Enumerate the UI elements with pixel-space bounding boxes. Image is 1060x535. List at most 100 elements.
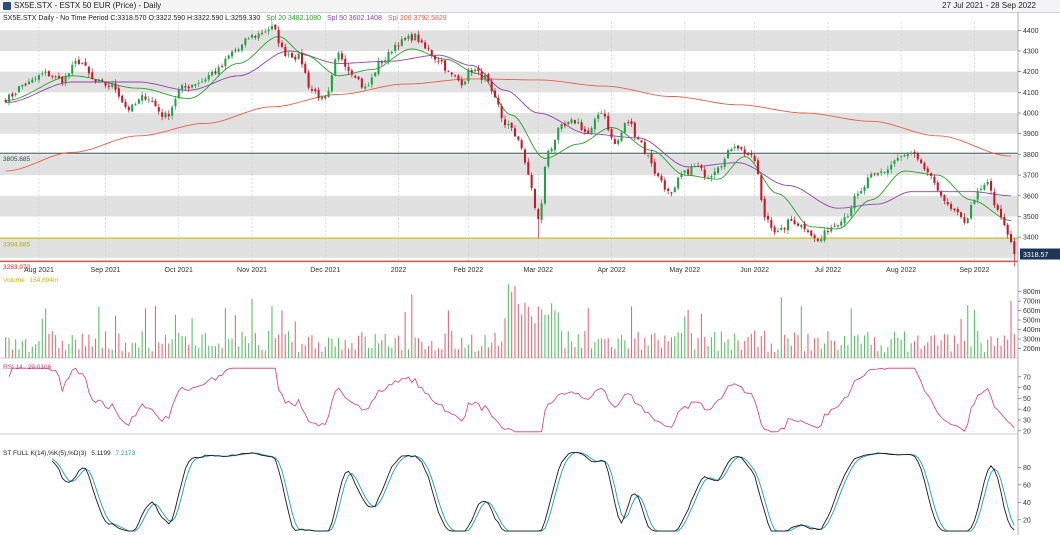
candle-body — [886, 169, 889, 174]
candle-body — [623, 123, 626, 133]
candle-body — [933, 176, 936, 184]
candle — [174, 95, 177, 110]
candle-body — [530, 174, 533, 188]
candle-body — [903, 155, 906, 157]
candle — [883, 171, 886, 175]
candle — [294, 54, 297, 63]
candle — [916, 151, 919, 162]
candle — [484, 72, 487, 83]
candle — [806, 228, 809, 234]
candle — [753, 153, 756, 164]
candle-body — [510, 122, 513, 128]
candle-body — [690, 166, 693, 176]
candle — [727, 148, 730, 159]
candle-body — [713, 171, 716, 176]
candle-body — [513, 128, 517, 137]
candle — [114, 79, 117, 93]
candle-body — [816, 239, 819, 241]
candle-body — [956, 209, 959, 213]
candle-body — [460, 79, 463, 86]
reference-line-label: 3805.685 — [3, 156, 30, 163]
candle-body — [730, 149, 733, 152]
candle — [71, 61, 74, 76]
window-title: SX5E.STX - ESTX 50 EUR (Price) - Daily — [14, 1, 162, 10]
candle-body — [427, 48, 430, 50]
candle-body — [101, 79, 104, 81]
candle-body — [454, 75, 457, 77]
candle-body — [547, 150, 550, 167]
candle — [330, 72, 333, 94]
price-gridlines — [38, 22, 975, 262]
candle — [770, 217, 773, 232]
candle-body — [673, 187, 676, 193]
candle — [803, 221, 806, 232]
candle-body — [627, 122, 630, 124]
candle — [843, 213, 846, 227]
candle-body — [474, 69, 477, 72]
price-horizontal-lines: 3805.685 3394.685 3283.970 — [0, 152, 1018, 271]
candle — [374, 71, 377, 78]
candle — [693, 163, 696, 168]
candle-body — [267, 29, 270, 32]
candle-body — [164, 113, 167, 118]
candle — [523, 147, 527, 165]
candle-body — [633, 122, 636, 137]
y-tick-label: 3900 — [1023, 131, 1039, 138]
candle-body — [184, 86, 187, 88]
candle-body — [254, 36, 257, 38]
candle-body — [630, 121, 633, 124]
candle — [956, 206, 959, 216]
candle-body — [270, 26, 274, 30]
candle-body — [943, 195, 946, 202]
candle — [836, 224, 839, 229]
candle-body — [117, 88, 120, 97]
candle-body — [327, 90, 330, 98]
candle — [993, 188, 996, 209]
sma20-legend: Spl 20 3482.1080 — [266, 15, 321, 22]
candle-body — [540, 203, 543, 220]
moving-averages — [5, 36, 1012, 230]
volume-tick-label: 300m — [1023, 337, 1041, 344]
candle — [690, 163, 693, 176]
candle-body — [573, 120, 576, 124]
candle — [117, 85, 120, 100]
price-axis: 3400 3500 3600 3700 3800 3900 4000 4100 4200 4300… — [1017, 12, 1060, 535]
candle — [863, 184, 866, 195]
candle — [886, 165, 889, 177]
candle — [667, 187, 670, 195]
candle-body — [583, 128, 586, 132]
rsi-legend-value: 29.0106 — [28, 364, 52, 371]
candle — [763, 195, 766, 221]
candle-body — [374, 72, 377, 77]
candle-body — [107, 85, 110, 87]
candle-body — [497, 98, 500, 105]
ohlc-legend: SX5E.STX Daily - No Time Period C:3318.5… — [3, 15, 447, 22]
candle — [580, 119, 583, 131]
candle-body — [883, 172, 886, 173]
candle-body — [966, 218, 969, 224]
candle-body — [367, 85, 370, 87]
candle — [147, 95, 150, 104]
candle-body — [240, 44, 244, 51]
stochastic-pane: 20 40 60 80 — [51, 452, 1031, 532]
candle — [327, 87, 330, 98]
candle — [101, 78, 104, 82]
x-tick-label: Oct 2021 — [165, 267, 194, 274]
candle-body — [141, 95, 144, 101]
candle — [776, 228, 780, 233]
candle — [880, 168, 883, 177]
candle-body — [727, 150, 730, 159]
candle — [384, 56, 387, 64]
rsi-pane: 20 30 40 50 60 70 — [0, 367, 1031, 435]
candle — [377, 57, 380, 77]
candle — [680, 171, 683, 180]
candle — [27, 78, 30, 86]
candle — [813, 233, 816, 242]
candle — [104, 81, 107, 89]
candle — [940, 189, 943, 199]
candle — [953, 208, 956, 213]
candle-body — [610, 129, 613, 138]
candle-body — [340, 53, 343, 60]
candle — [1009, 230, 1013, 244]
